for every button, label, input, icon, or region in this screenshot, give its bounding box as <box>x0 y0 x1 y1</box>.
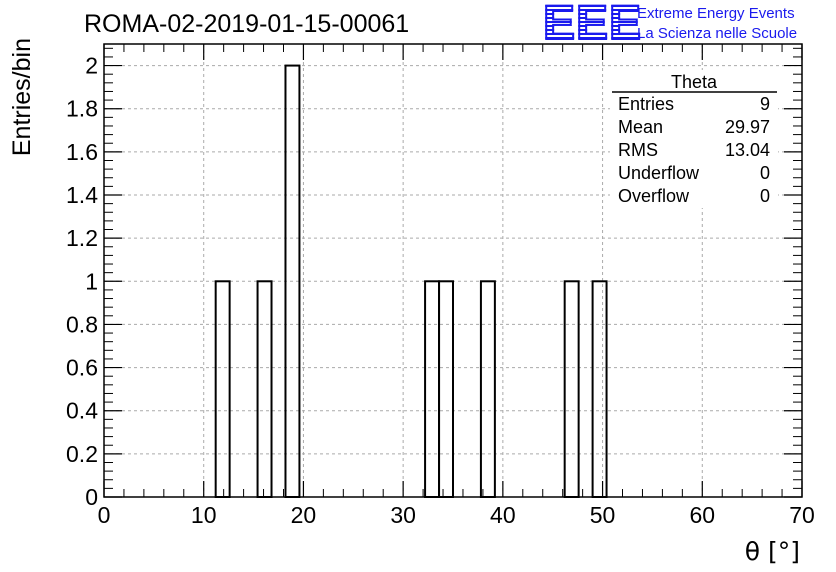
eee-logo: EEE Extreme Energy Events La Scienza nel… <box>542 0 833 51</box>
x-tick-label: 10 <box>191 502 217 528</box>
histogram-bin <box>438 280 455 498</box>
y-tick-label: 0 <box>85 484 98 510</box>
histogram-bin <box>256 280 273 498</box>
axis-ticks <box>103 44 803 498</box>
y-tick-label: 1.6 <box>66 139 98 165</box>
x-tick-label: 70 <box>789 502 815 528</box>
logo-mark: EEE <box>542 0 642 51</box>
y-tick-label: 0.2 <box>66 441 98 467</box>
stats-label-entries: Entries <box>618 94 674 114</box>
x-tick-label: 0 <box>98 502 111 528</box>
plot-frame <box>103 43 803 498</box>
x-tick-label: 60 <box>689 502 715 528</box>
histogram-bin <box>563 280 580 498</box>
stats-value-rms: 13.04 <box>725 140 770 160</box>
logo-line2: La Scienza nelle Scuole <box>637 25 798 42</box>
stats-value-underflow: 0 <box>760 163 770 183</box>
stats-label-underflow: Underflow <box>618 163 700 183</box>
x-axis-label: θ [°] <box>745 537 800 566</box>
y-tick-label: 0.6 <box>66 355 98 381</box>
histogram-bin <box>591 280 608 498</box>
y-tick-label: 0.8 <box>66 311 98 337</box>
y-tick-label: 1.4 <box>66 182 98 208</box>
x-tick-labels: 0 10 20 30 40 50 60 70 <box>98 502 815 528</box>
histogram-bin <box>479 280 496 498</box>
stats-label-rms: RMS <box>618 140 658 160</box>
x-tick-label: 20 <box>291 502 317 528</box>
y-tick-label: 0.4 <box>66 398 98 424</box>
stats-value-mean: 29.97 <box>725 117 770 137</box>
histogram-bin <box>424 280 441 498</box>
stats-value-overflow: 0 <box>760 186 770 206</box>
stats-value-entries: 9 <box>760 94 770 114</box>
logo-line1: Extreme Energy Events <box>637 5 795 22</box>
stats-label-mean: Mean <box>618 117 663 137</box>
x-tick-label: 40 <box>490 502 516 528</box>
x-tick-label: 30 <box>390 502 416 528</box>
stats-label-overflow: Overflow <box>618 186 690 206</box>
stats-box: Theta Entries 9 Mean 29.97 RMS 13.04 Und… <box>610 70 778 208</box>
y-axis-label: Entries/bin <box>8 38 36 156</box>
histogram-bin <box>214 280 231 498</box>
y-tick-label: 1 <box>85 268 98 294</box>
y-tick-label: 1.2 <box>66 225 98 251</box>
y-tick-labels: 0 0.2 0.4 0.6 0.8 1 1.2 1.4 1.6 1.8 2 <box>66 53 98 510</box>
chart-title: ROMA-02-2019-01-15-00061 <box>84 10 410 38</box>
stats-name: Theta <box>671 72 718 92</box>
x-tick-label: 50 <box>590 502 616 528</box>
y-tick-label: 1.8 <box>66 96 98 122</box>
y-tick-label: 2 <box>85 53 98 79</box>
